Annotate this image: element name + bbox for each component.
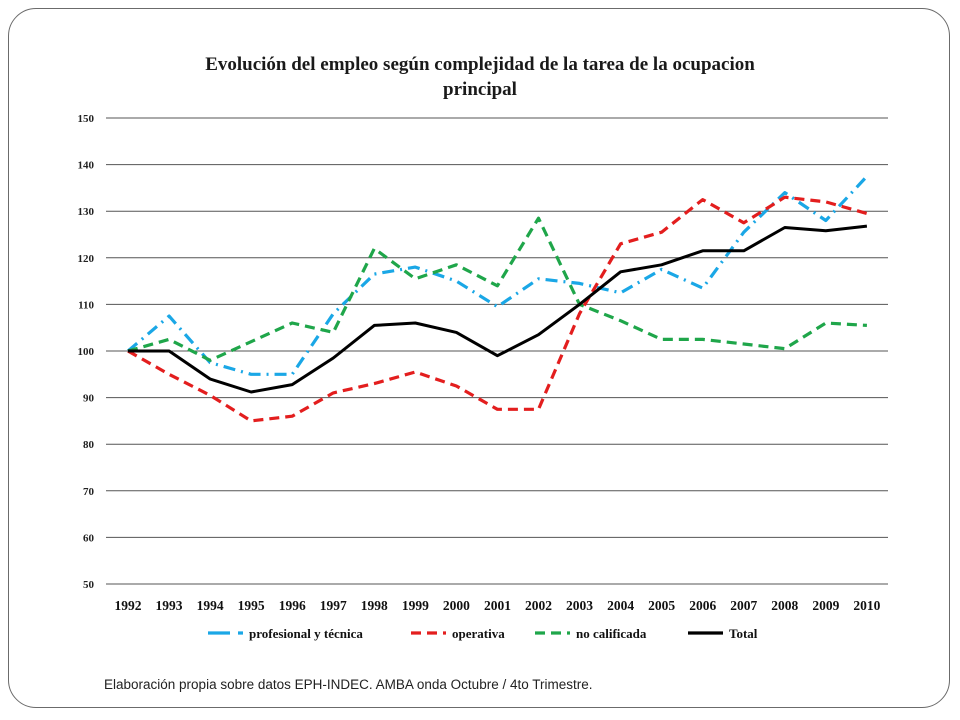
x-tick-label: 2004: [607, 598, 634, 613]
series-line: [127, 216, 867, 362]
x-tick-label: 2002: [525, 598, 552, 613]
x-tick-label: 1993: [156, 598, 183, 613]
y-tick-label: 140: [78, 160, 95, 172]
y-tick-label: 120: [78, 253, 95, 265]
series-lines: [126, 175, 869, 423]
legend: profesional y técnica operativa no calific…: [208, 626, 758, 641]
y-tick-label: 150: [78, 113, 95, 125]
y-tick-label: 100: [78, 346, 95, 358]
series-line: [128, 224, 868, 394]
y-tick-label: 70: [83, 486, 95, 498]
x-tick-label: 2005: [648, 598, 675, 613]
y-tick-label: 110: [78, 299, 94, 311]
y-tick-label: 60: [83, 532, 95, 544]
chart-title-line-2: principal: [443, 79, 517, 100]
y-axis: 50 60 70 80 90 100 110 120 130 140 150: [78, 113, 95, 591]
x-tick-label: 1994: [197, 598, 224, 613]
legend-label: operativa: [452, 626, 505, 641]
x-tick-label: 1992: [115, 598, 142, 613]
x-tick-label: 2001: [484, 598, 511, 613]
x-tick-label: 1997: [320, 598, 347, 613]
x-tick-label: 2007: [730, 598, 757, 613]
x-tick-label: 2003: [566, 598, 593, 613]
grid-lines: [106, 117, 888, 585]
x-tick-label: 1995: [238, 598, 265, 613]
y-tick-label: 90: [83, 393, 95, 405]
x-tick-label: 2000: [443, 598, 470, 613]
x-tick-label: 2010: [853, 598, 880, 613]
source-note: Elaboración propia sobre datos EPH-INDEC…: [104, 677, 593, 692]
slide-frame: [8, 8, 950, 708]
x-tick-label: 2006: [689, 598, 716, 613]
legend-label: profesional y técnica: [249, 626, 363, 641]
x-tick-label: 1996: [279, 598, 306, 613]
y-tick-label: 130: [78, 206, 95, 218]
chart-title-line-1: Evolución del empleo según complejidad d…: [205, 54, 755, 75]
y-tick-label: 50: [83, 579, 95, 591]
x-axis: 1992 1993 1994 1995 1996 1997 1998 1999 2000 2001…: [115, 598, 881, 613]
x-tick-label: 2009: [812, 598, 839, 613]
series-line: [127, 195, 868, 423]
y-tick-label: 80: [83, 439, 95, 451]
series-line: [126, 175, 869, 376]
legend-label: no calificada: [576, 626, 647, 641]
x-tick-label: 1998: [361, 598, 388, 613]
legend-label: Total: [729, 626, 758, 641]
x-tick-label: 2008: [771, 598, 798, 613]
x-tick-label: 1999: [402, 598, 429, 613]
